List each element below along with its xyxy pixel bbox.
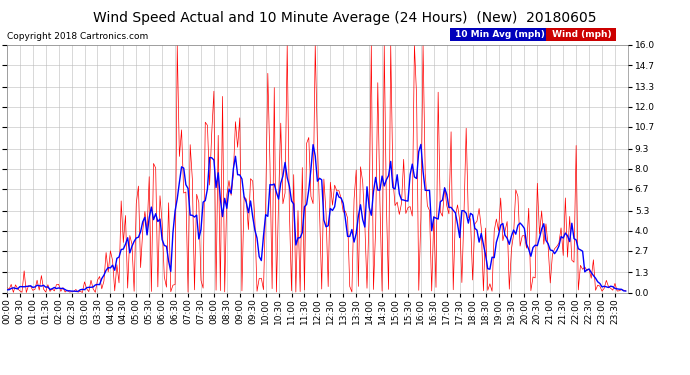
Text: 10 Min Avg (mph): 10 Min Avg (mph) bbox=[452, 30, 548, 39]
Text: Wind (mph): Wind (mph) bbox=[549, 30, 614, 39]
Text: Copyright 2018 Cartronics.com: Copyright 2018 Cartronics.com bbox=[7, 32, 148, 41]
Text: Wind Speed Actual and 10 Minute Average (24 Hours)  (New)  20180605: Wind Speed Actual and 10 Minute Average … bbox=[93, 11, 597, 25]
